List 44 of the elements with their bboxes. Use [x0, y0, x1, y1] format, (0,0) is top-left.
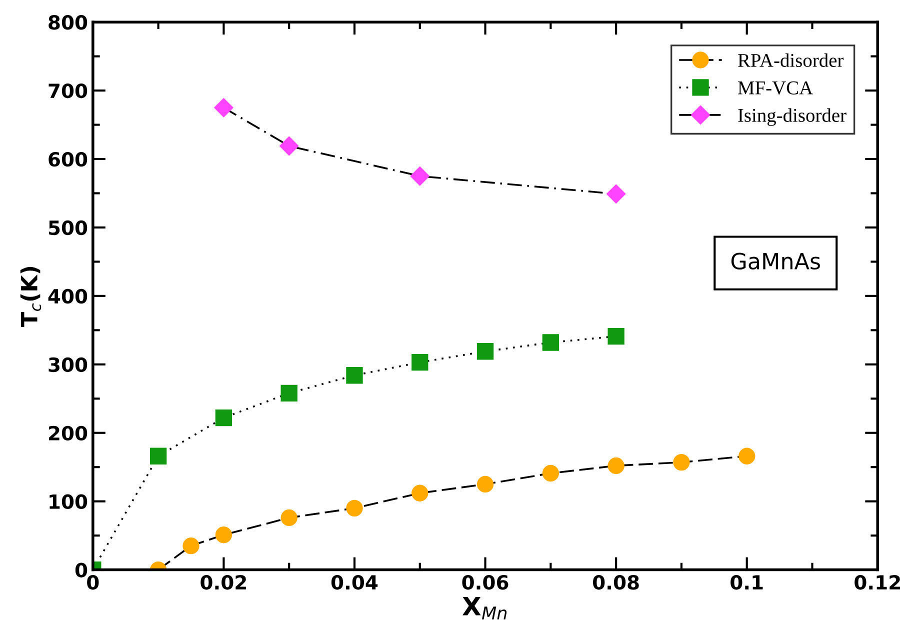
y-axis-title: T$_{c}$(K) — [20, 266, 42, 327]
point — [476, 476, 494, 493]
legend-label: Ising-disorder — [738, 108, 846, 126]
annotation: GaMnAs — [731, 252, 820, 270]
y-tick-label: 400 — [48, 288, 88, 304]
y-tick-label: 600 — [48, 152, 88, 167]
y-tick-label: 0 — [75, 562, 88, 578]
y-tick-label: 300 — [48, 357, 88, 372]
point — [215, 526, 232, 544]
point — [608, 457, 624, 474]
point — [412, 484, 428, 502]
x-tick-label: 0.02 — [200, 574, 246, 590]
point — [738, 448, 756, 464]
point — [542, 334, 560, 351]
point — [410, 166, 430, 186]
point — [412, 354, 428, 371]
x-tick-label: 0.1 — [730, 574, 763, 590]
y-tick-label: 200 — [48, 426, 88, 441]
point — [182, 537, 200, 554]
point — [280, 509, 298, 526]
x-axis-title: X$_{Mn}$ — [462, 596, 507, 620]
y-tick-label: 500 — [48, 220, 88, 236]
point — [214, 98, 234, 118]
legend-label: RPA-disorder — [738, 53, 844, 67]
x-tick-label: 0 — [87, 574, 99, 590]
x-tick-label: 0.12 — [854, 574, 900, 590]
point — [476, 343, 494, 360]
point — [280, 136, 299, 156]
point — [608, 328, 624, 345]
point — [150, 448, 167, 464]
point — [280, 384, 298, 402]
point — [346, 500, 363, 517]
point — [346, 367, 363, 384]
legend-label: MF-VCA — [738, 81, 813, 95]
point — [606, 184, 626, 204]
x-tick-label: 0.06 — [462, 574, 508, 590]
y-tick-label: 100 — [50, 494, 88, 509]
point — [673, 454, 690, 471]
point — [215, 409, 232, 426]
y-tick-label: 700 — [48, 84, 88, 98]
y-tick-label: 800 — [48, 15, 88, 30]
x-tick-label: 0.08 — [593, 574, 639, 590]
x-tick-label: 0.04 — [331, 574, 378, 590]
point — [542, 464, 560, 482]
